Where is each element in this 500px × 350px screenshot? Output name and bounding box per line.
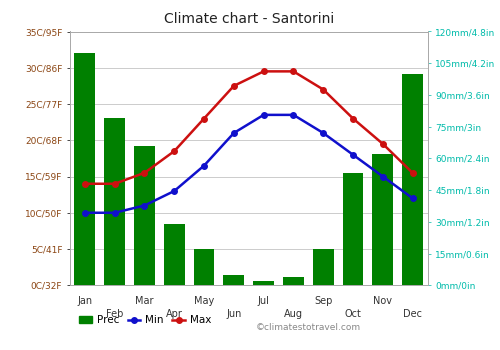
Max: [410, 171, 416, 175]
Bar: [74, 52, 96, 285]
Max: [320, 88, 326, 92]
Bar: [253, 281, 274, 285]
Bar: [313, 249, 334, 285]
Bar: [342, 173, 363, 285]
Text: Mar: Mar: [135, 296, 154, 306]
Text: ©climatestotravel.com: ©climatestotravel.com: [256, 323, 361, 331]
Text: Feb: Feb: [106, 309, 124, 319]
Min: [410, 196, 416, 200]
Max: [172, 149, 177, 153]
Text: Jun: Jun: [226, 309, 242, 319]
Bar: [104, 118, 125, 285]
Text: Dec: Dec: [403, 309, 422, 319]
Min: [112, 211, 117, 215]
Max: [380, 142, 386, 146]
Bar: [283, 277, 304, 285]
Line: Max: Max: [82, 69, 415, 187]
Bar: [164, 224, 184, 285]
Max: [82, 182, 88, 186]
Max: [142, 171, 148, 175]
Bar: [194, 249, 214, 285]
Legend: Prec, Min, Max: Prec, Min, Max: [75, 311, 216, 329]
Max: [112, 182, 117, 186]
Line: Min: Min: [82, 112, 415, 216]
Text: Nov: Nov: [374, 296, 392, 306]
Min: [320, 131, 326, 135]
Text: Sep: Sep: [314, 296, 332, 306]
Min: [172, 189, 177, 193]
Text: Oct: Oct: [344, 309, 362, 319]
Min: [201, 163, 207, 168]
Max: [260, 69, 266, 73]
Text: Apr: Apr: [166, 309, 182, 319]
Min: [142, 203, 148, 208]
Text: Aug: Aug: [284, 309, 303, 319]
Text: May: May: [194, 296, 214, 306]
Min: [260, 113, 266, 117]
Text: Jul: Jul: [258, 296, 270, 306]
Max: [201, 117, 207, 121]
Bar: [134, 146, 155, 285]
Max: [350, 117, 356, 121]
Min: [350, 153, 356, 157]
Max: [290, 69, 296, 73]
Bar: [372, 154, 393, 285]
Bar: [402, 74, 423, 285]
Max: [231, 84, 237, 88]
Title: Climate chart - Santorini: Climate chart - Santorini: [164, 12, 334, 26]
Min: [231, 131, 237, 135]
Min: [82, 211, 88, 215]
Bar: [224, 275, 244, 285]
Text: Jan: Jan: [78, 296, 92, 306]
Min: [290, 113, 296, 117]
Min: [380, 174, 386, 179]
